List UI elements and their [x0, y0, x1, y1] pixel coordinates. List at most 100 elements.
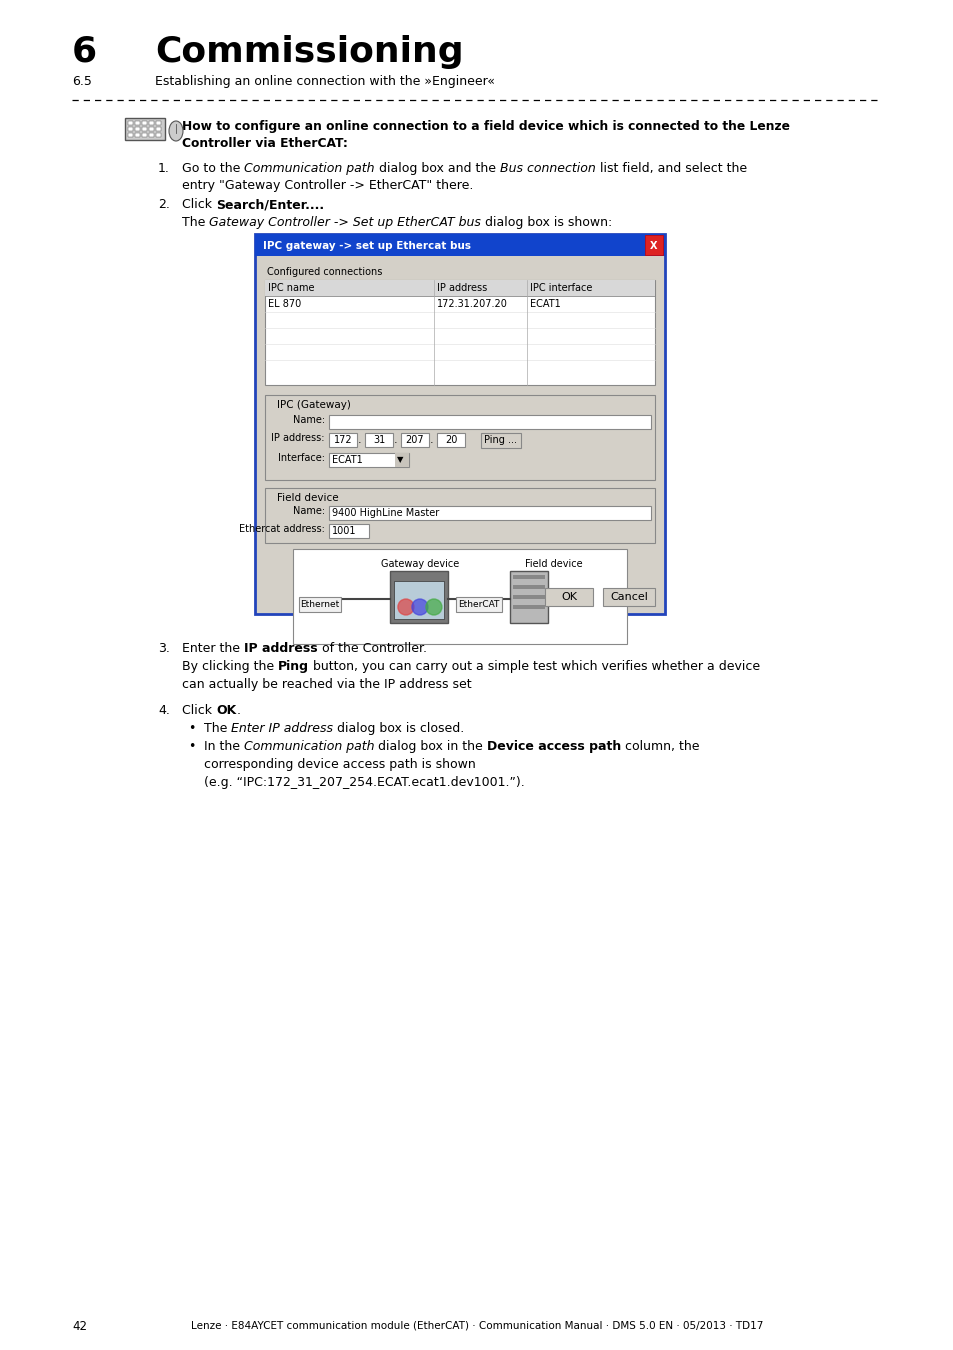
FancyBboxPatch shape: [149, 134, 153, 136]
Text: 42: 42: [71, 1320, 87, 1332]
Text: .: .: [430, 435, 434, 446]
Text: EtherCAT: EtherCAT: [457, 599, 499, 609]
Text: Controller via EtherCAT:: Controller via EtherCAT:: [182, 136, 348, 150]
Text: IP address: IP address: [244, 643, 317, 655]
FancyBboxPatch shape: [513, 585, 544, 589]
FancyBboxPatch shape: [142, 122, 147, 126]
FancyBboxPatch shape: [436, 433, 464, 447]
Text: 20: 20: [444, 435, 456, 446]
Text: OK: OK: [560, 593, 577, 602]
FancyBboxPatch shape: [135, 127, 140, 131]
FancyBboxPatch shape: [329, 524, 369, 539]
Circle shape: [397, 599, 414, 616]
Text: IPC name: IPC name: [268, 284, 314, 293]
FancyBboxPatch shape: [329, 433, 356, 447]
Text: EL 870: EL 870: [268, 298, 301, 309]
Text: Device access path: Device access path: [487, 740, 620, 753]
Text: 31: 31: [373, 435, 385, 446]
FancyBboxPatch shape: [128, 127, 132, 131]
Text: .: .: [394, 435, 397, 446]
Text: IPC interface: IPC interface: [530, 284, 592, 293]
FancyBboxPatch shape: [135, 122, 140, 126]
FancyBboxPatch shape: [254, 234, 664, 256]
FancyBboxPatch shape: [329, 506, 650, 520]
FancyBboxPatch shape: [128, 122, 132, 126]
Text: X: X: [650, 242, 657, 251]
Text: Ping ...: Ping ...: [484, 435, 517, 446]
Text: Bus connection: Bus connection: [499, 162, 595, 176]
Text: dialog box in the: dialog box in the: [375, 740, 487, 753]
Text: Commissioning: Commissioning: [154, 35, 463, 69]
Text: Click: Click: [182, 198, 215, 211]
Text: corresponding device access path is shown: corresponding device access path is show…: [204, 757, 476, 771]
FancyBboxPatch shape: [365, 433, 393, 447]
FancyBboxPatch shape: [156, 127, 161, 131]
Text: ECAT1: ECAT1: [332, 455, 362, 464]
Text: Communication path: Communication path: [244, 740, 375, 753]
Text: Field device: Field device: [524, 559, 581, 568]
Text: dialog box and the: dialog box and the: [375, 162, 499, 176]
Circle shape: [412, 599, 428, 616]
FancyBboxPatch shape: [149, 122, 153, 126]
FancyBboxPatch shape: [265, 279, 655, 296]
FancyBboxPatch shape: [135, 134, 140, 136]
Text: Click: Click: [182, 703, 215, 717]
FancyBboxPatch shape: [400, 433, 429, 447]
Text: 6.5: 6.5: [71, 76, 91, 88]
FancyBboxPatch shape: [265, 487, 655, 543]
Text: Enter the: Enter the: [182, 643, 244, 655]
FancyBboxPatch shape: [390, 571, 448, 622]
Text: Enter IP address: Enter IP address: [232, 722, 333, 734]
Text: column, the: column, the: [620, 740, 700, 753]
Text: How to configure an online connection to a field device which is connected to th: How to configure an online connection to…: [182, 120, 789, 134]
Text: •: •: [188, 740, 195, 753]
Text: list field, and select the: list field, and select the: [595, 162, 746, 176]
FancyBboxPatch shape: [142, 134, 147, 136]
FancyBboxPatch shape: [329, 454, 409, 467]
FancyBboxPatch shape: [156, 134, 161, 136]
Text: 6: 6: [71, 35, 97, 69]
Text: 2.: 2.: [158, 198, 170, 211]
Text: ▼: ▼: [396, 455, 403, 464]
FancyBboxPatch shape: [128, 134, 132, 136]
FancyBboxPatch shape: [329, 414, 650, 429]
FancyBboxPatch shape: [513, 575, 544, 579]
Text: 1.: 1.: [158, 162, 170, 176]
FancyBboxPatch shape: [513, 605, 544, 609]
FancyBboxPatch shape: [149, 127, 153, 131]
Text: Search/Enter....: Search/Enter....: [215, 198, 324, 211]
FancyBboxPatch shape: [395, 454, 409, 467]
FancyBboxPatch shape: [265, 396, 655, 481]
FancyBboxPatch shape: [644, 235, 662, 255]
Text: Field device: Field device: [276, 493, 338, 504]
Text: .: .: [357, 435, 361, 446]
FancyBboxPatch shape: [254, 234, 664, 614]
Text: Cancel: Cancel: [609, 593, 647, 602]
Text: Ethercat address:: Ethercat address:: [239, 524, 325, 535]
Text: button, you can carry out a simple test which verifies whether a device: button, you can carry out a simple test …: [309, 660, 760, 674]
Text: entry "Gateway Controller -> EtherCAT" there.: entry "Gateway Controller -> EtherCAT" t…: [182, 180, 473, 192]
Text: 172.31.207.20: 172.31.207.20: [436, 298, 507, 309]
Text: 9400 HighLine Master: 9400 HighLine Master: [332, 508, 438, 518]
Text: Go to the: Go to the: [182, 162, 244, 176]
FancyBboxPatch shape: [125, 117, 165, 140]
Text: IPC (Gateway): IPC (Gateway): [276, 400, 351, 410]
Text: Gateway device: Gateway device: [380, 559, 458, 568]
Text: By clicking the: By clicking the: [182, 660, 278, 674]
FancyBboxPatch shape: [156, 122, 161, 126]
Text: Interface:: Interface:: [277, 454, 325, 463]
Text: IP address:: IP address:: [272, 433, 325, 443]
FancyBboxPatch shape: [142, 127, 147, 131]
FancyBboxPatch shape: [293, 549, 626, 644]
Text: (e.g. “IPC:172_31_207_254.ECAT.ecat1.dev1001.”).: (e.g. “IPC:172_31_207_254.ECAT.ecat1.dev…: [204, 776, 524, 788]
FancyBboxPatch shape: [513, 595, 544, 599]
Text: Establishing an online connection with the »Engineer«: Establishing an online connection with t…: [154, 76, 495, 88]
Text: Ping: Ping: [278, 660, 309, 674]
Ellipse shape: [169, 122, 183, 140]
Text: Configured connections: Configured connections: [267, 267, 382, 277]
FancyBboxPatch shape: [510, 571, 547, 622]
Text: of the Controller.: of the Controller.: [317, 643, 426, 655]
Text: dialog box is shown:: dialog box is shown:: [480, 216, 612, 230]
Text: OK: OK: [215, 703, 236, 717]
FancyBboxPatch shape: [456, 597, 501, 612]
